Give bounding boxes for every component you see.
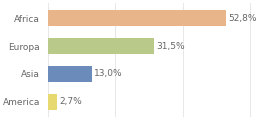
Bar <box>48 38 154 54</box>
Bar <box>48 66 92 82</box>
Bar <box>48 94 57 110</box>
Text: 31,5%: 31,5% <box>157 42 185 51</box>
Bar <box>48 10 226 26</box>
Text: 13,0%: 13,0% <box>94 69 123 78</box>
Text: 2,7%: 2,7% <box>60 97 82 106</box>
Text: 52,8%: 52,8% <box>229 14 257 23</box>
